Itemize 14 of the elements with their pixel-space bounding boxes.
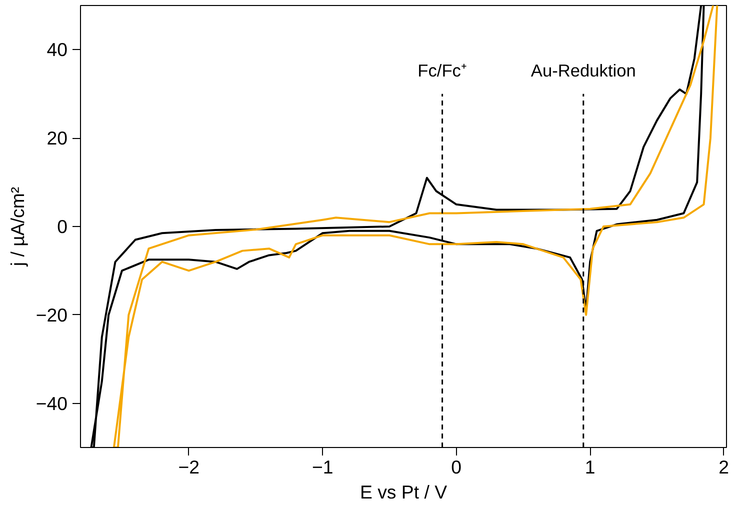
x-tick-label: 0 bbox=[451, 456, 462, 478]
ref-line-label: Fc/Fc⁺ bbox=[418, 60, 467, 81]
x-axis-title: E vs Pt / V bbox=[360, 482, 448, 502]
y-axis-title: j / µA/cm² bbox=[6, 186, 28, 268]
y-tick-label: 0 bbox=[57, 216, 68, 237]
y-tick-label: 40 bbox=[46, 39, 68, 60]
x-tick-label: −2 bbox=[178, 456, 200, 478]
x-tick-label: 1 bbox=[584, 456, 596, 478]
y-tick-label: −40 bbox=[36, 392, 68, 414]
ref-line-label: Au-Reduktion bbox=[530, 60, 636, 81]
y-tick-label: 20 bbox=[46, 128, 68, 149]
x-tick-label: −1 bbox=[312, 456, 334, 478]
x-tick-label: 2 bbox=[718, 456, 730, 478]
y-tick-label: −20 bbox=[36, 304, 68, 326]
